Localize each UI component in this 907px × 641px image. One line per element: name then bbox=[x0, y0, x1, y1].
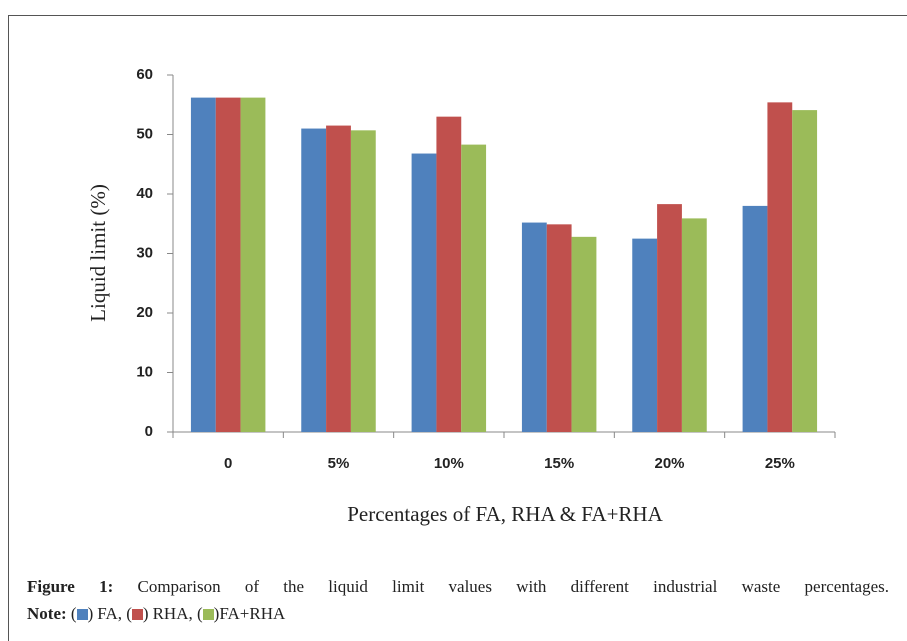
note-label: Note: bbox=[27, 604, 67, 623]
caption-line: Figure 1: Comparison of the liquid limit… bbox=[27, 573, 889, 600]
bar bbox=[350, 130, 376, 432]
legend-entry: FA bbox=[71, 604, 118, 623]
note: Note: FA RHA FA+RHA bbox=[27, 600, 889, 627]
bar bbox=[436, 116, 462, 433]
x-tick-label: 15% bbox=[544, 455, 574, 472]
bar bbox=[326, 125, 351, 432]
bar bbox=[215, 97, 241, 433]
legend-swatch-wrap bbox=[71, 604, 93, 623]
legend-swatch-wrap bbox=[126, 604, 148, 623]
bar bbox=[742, 205, 768, 432]
bar bbox=[767, 102, 793, 433]
x-tick-label: 20% bbox=[654, 455, 684, 472]
y-tick-label: 30 bbox=[136, 244, 153, 261]
bar bbox=[546, 224, 572, 432]
bar bbox=[301, 128, 327, 433]
legend-entry: RHA bbox=[118, 604, 189, 623]
y-tick-label: 0 bbox=[145, 423, 153, 440]
legend-swatch bbox=[76, 609, 88, 620]
bar bbox=[632, 238, 658, 432]
bar bbox=[240, 97, 266, 433]
caption: Figure 1: Comparison of the liquid limit… bbox=[27, 573, 889, 627]
legend-label: FA+RHA bbox=[219, 604, 286, 623]
legend-swatch bbox=[131, 609, 143, 620]
legend-label: RHA bbox=[152, 604, 189, 623]
legend-label: FA bbox=[97, 604, 118, 623]
y-tick-label: 10 bbox=[136, 363, 153, 380]
x-tick-label: 10% bbox=[434, 455, 464, 472]
legend-swatch bbox=[202, 609, 214, 620]
figure-frame bbox=[8, 15, 907, 641]
bar bbox=[571, 236, 597, 432]
bar bbox=[681, 218, 707, 432]
y-tick-label: 50 bbox=[136, 125, 153, 142]
caption-text: Comparison of the liquid limit values wi… bbox=[137, 577, 890, 596]
x-tick-label: 5% bbox=[328, 455, 350, 472]
y-tick-label: 20 bbox=[136, 304, 153, 321]
x-tick-label: 0 bbox=[224, 455, 232, 472]
bar bbox=[461, 144, 487, 433]
bar bbox=[411, 153, 437, 433]
bar bbox=[792, 110, 818, 432]
y-tick-label: 60 bbox=[136, 66, 153, 83]
bar bbox=[657, 204, 682, 432]
x-axis-title: Percentages of FA, RHA & FA+RHA bbox=[347, 502, 663, 526]
legend-swatch-wrap bbox=[197, 604, 219, 623]
bar bbox=[521, 222, 547, 432]
y-tick-label: 40 bbox=[136, 185, 153, 202]
legend-entry: FA+RHA bbox=[188, 604, 285, 623]
y-axis-title: Liquid limit (%) bbox=[86, 184, 110, 322]
x-tick-label: 25% bbox=[765, 455, 795, 472]
caption-label: Figure 1: bbox=[27, 577, 114, 596]
bar bbox=[190, 97, 216, 433]
